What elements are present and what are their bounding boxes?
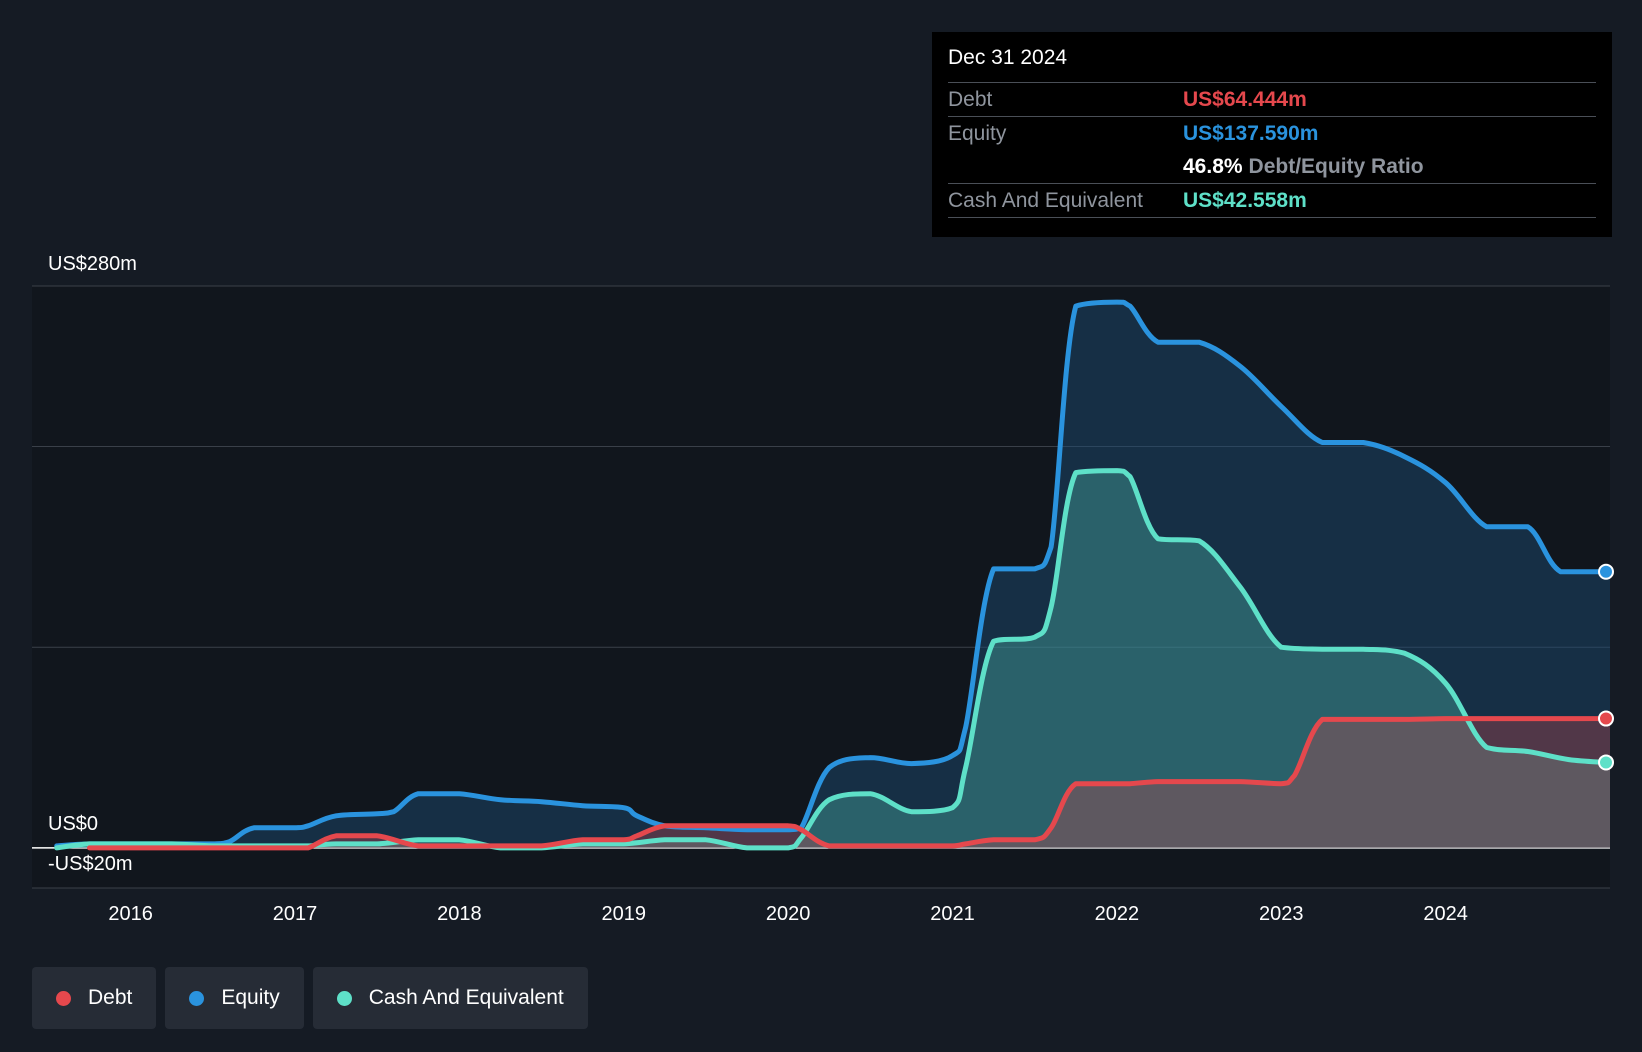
tooltip-cash-value: US$42.558m (1183, 188, 1307, 212)
debt-line (87, 716, 1610, 851)
tooltip-ratio-value: 46.8% (1183, 154, 1243, 178)
equity-dot-icon (189, 990, 205, 1006)
cash-dot-icon (336, 990, 352, 1006)
debt-area (89, 718, 1610, 848)
x-tick-label: 2017 (273, 903, 318, 925)
x-tick-label: 2020 (766, 903, 811, 925)
data-tooltip: Dec 31 2024 Debt US$64.444m Equity US$13… (932, 32, 1612, 237)
tooltip-debt-row: Debt US$64.444m (948, 82, 1596, 116)
x-tick-label: 2021 (930, 903, 975, 925)
tooltip-ratio-label: Debt/Equity Ratio (1248, 154, 1424, 178)
series-endpoints (1598, 563, 1614, 771)
series-lines (54, 299, 1610, 851)
tooltip-equity-label: Equity (948, 121, 1007, 145)
x-axis: 2016 2017 2018 2019 2020 2021 2022 2023 2024 (108, 903, 1468, 925)
x-tick-label: 2019 (602, 903, 647, 925)
y-axis-zero-label: US$0 (48, 813, 98, 835)
x-tick-label: 2023 (1259, 903, 1304, 925)
debt-endpoint-marker[interactable] (1598, 710, 1614, 727)
cash-endpoint-marker[interactable] (1598, 754, 1614, 771)
plot-background (32, 286, 1610, 888)
tooltip-debt-value: US$64.444m (1183, 87, 1307, 111)
equity-line (54, 299, 1610, 849)
debt-dot-icon (56, 990, 71, 1006)
legend-cash-label: Cash And Equivalent (368, 986, 564, 1009)
x-tick-label: 2024 (1423, 903, 1468, 925)
chart-legend: Debt Equity Cash And Equivalent (32, 967, 588, 1029)
legend-item-cash[interactable]: Cash And Equivalent (312, 967, 588, 1029)
x-tick-label: 2016 (108, 903, 153, 925)
equity-area (56, 302, 1611, 848)
tooltip-equity-row: Equity US$137.590m (948, 116, 1596, 150)
legend-debt-label: Debt (88, 986, 133, 1009)
legend-equity-label: Equity (221, 986, 280, 1009)
legend-item-equity[interactable]: Equity (165, 967, 304, 1029)
tooltip-cash-label: Cash And Equivalent (948, 188, 1143, 212)
tooltip-date: Dec 31 2024 (948, 46, 1068, 69)
x-tick-label: 2018 (437, 903, 482, 925)
equity-endpoint-marker[interactable] (1598, 563, 1614, 580)
tooltip-equity-value: US$137.590m (1183, 121, 1319, 145)
y-axis-min-label: -US$20m (48, 853, 132, 875)
tooltip-debt-label: Debt (948, 87, 993, 111)
x-tick-label: 2022 (1095, 903, 1140, 925)
tooltip-cash-row: Cash And Equivalent US$42.558m (948, 183, 1596, 218)
tooltip-ratio-row: 46.8% Debt/Equity Ratio (948, 150, 1596, 183)
y-axis-max-label: US$280m (48, 253, 137, 275)
legend-item-debt[interactable]: Debt (32, 967, 157, 1029)
